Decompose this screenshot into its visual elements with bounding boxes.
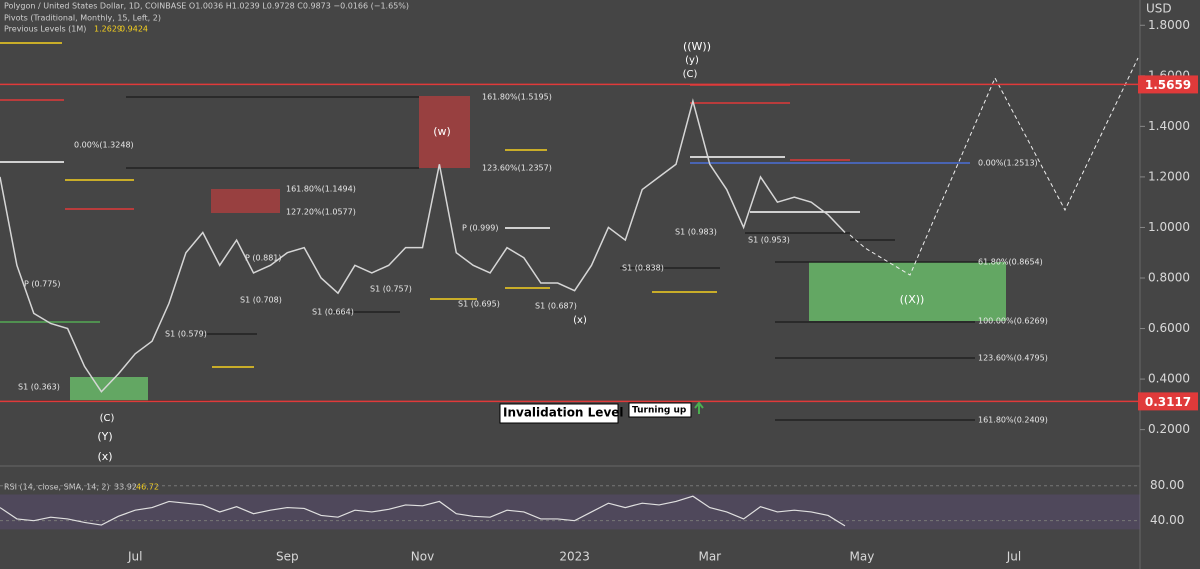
x-tick-label: May (849, 550, 874, 564)
annotation: ((X)) (900, 293, 925, 306)
annotation: 127.20%(1.0577) (286, 208, 356, 217)
annotation: (C) (100, 413, 115, 424)
annotation: S1 (0.695) (458, 300, 500, 309)
annotation: P (0.775) (24, 280, 61, 289)
rsi-value: 33.92 (114, 483, 137, 492)
level-box (1138, 392, 1198, 411)
rsi-title: RSI (14, close, SMA, 14, 2) (4, 483, 110, 492)
y-tick-label: 0.6000 (1148, 321, 1190, 335)
annotation: S1 (0.983) (675, 228, 717, 237)
arrow-up (694, 401, 704, 414)
rsi-line (0, 495, 846, 527)
annotation: S1 (0.708) (240, 296, 282, 305)
level-box (1138, 75, 1198, 94)
annotation: 161.80%(1.5195) (482, 93, 552, 102)
y-tick-label: 1.0000 (1148, 220, 1190, 234)
y-tick-label: 0.2000 (1148, 422, 1190, 436)
label-box (628, 402, 692, 418)
annotation: 123.60%(1.2357) (482, 164, 552, 173)
legend-text: Previous Levels (1M) (4, 25, 86, 34)
y-axis-label: USD (1146, 2, 1172, 16)
y-tick-label: 1.8000 (1148, 18, 1190, 32)
annotation: (y) (685, 55, 699, 66)
x-tick-label: Nov (411, 550, 434, 564)
annotation: 123.60%(0.4795) (978, 354, 1048, 363)
annotation: S1 (0.363) (18, 383, 60, 392)
chart-subtitle: Pivots (Traditional, Monthly, 15, Left, … (4, 14, 161, 23)
annotation: 61.80%(0.8654) (978, 258, 1043, 267)
label-box (499, 403, 619, 424)
x-tick-label: Sep (276, 550, 299, 564)
zone (211, 189, 280, 213)
annotation: 161.80%(0.2409) (978, 416, 1048, 425)
zone (70, 377, 148, 402)
annotation: S1 (0.757) (370, 285, 412, 294)
chart-title: Polygon / United States Dollar, 1D, COIN… (4, 2, 409, 11)
annotation: (x) (573, 315, 587, 326)
annotation: (x) (97, 450, 112, 463)
level-label: 0.3117 (1145, 395, 1191, 409)
price-line (0, 98, 846, 393)
projection (849, 57, 1139, 276)
annotation: S1 (0.687) (535, 302, 577, 311)
annotation: S1 (0.579) (165, 330, 207, 339)
annotation: 161.80%(1.1494) (286, 185, 356, 194)
annotation: P (0.881) (245, 254, 282, 263)
annotation: 0.00%(1.3248) (74, 141, 134, 150)
rsi-sma-value: 46.72 (136, 483, 159, 492)
annotation: S1 (0.953) (748, 236, 790, 245)
y-tick-label: 1.4000 (1148, 119, 1190, 133)
zone (809, 262, 1006, 321)
annotation: Turning up (632, 406, 687, 416)
annotation: P (0.999) (462, 224, 499, 233)
annotation: (C) (683, 69, 698, 80)
y-tick-label: 1.2000 (1148, 169, 1190, 183)
rsi-band (0, 494, 1140, 530)
y-tick-label: 0.8000 (1148, 270, 1190, 284)
x-tick-label: Jul (1006, 550, 1021, 564)
legend-value: 0.9424 (120, 25, 148, 34)
y-tick-label: 0.4000 (1148, 372, 1190, 386)
annotation: ((W)) (683, 40, 711, 53)
rsi-tick-label: 80.00 (1150, 478, 1184, 492)
annotation: 100.00%(0.6269) (978, 317, 1048, 326)
annotation: (Y) (97, 430, 112, 443)
level-label: 1.5659 (1145, 78, 1191, 92)
legend-value: 1.2629 (94, 25, 122, 34)
x-tick-label: Jul (127, 550, 142, 564)
annotation: 0.00%(1.2513) (978, 159, 1038, 168)
x-tick-label: 2023 (559, 550, 590, 564)
annotation: S1 (0.664) (312, 308, 354, 317)
x-tick-label: Mar (698, 550, 721, 564)
annotation: Invalidation Level (503, 406, 624, 420)
zone (419, 96, 470, 168)
annotation: (w) (433, 125, 451, 138)
rsi-tick-label: 40.00 (1150, 513, 1184, 527)
annotation: S1 (0.838) (622, 264, 664, 273)
